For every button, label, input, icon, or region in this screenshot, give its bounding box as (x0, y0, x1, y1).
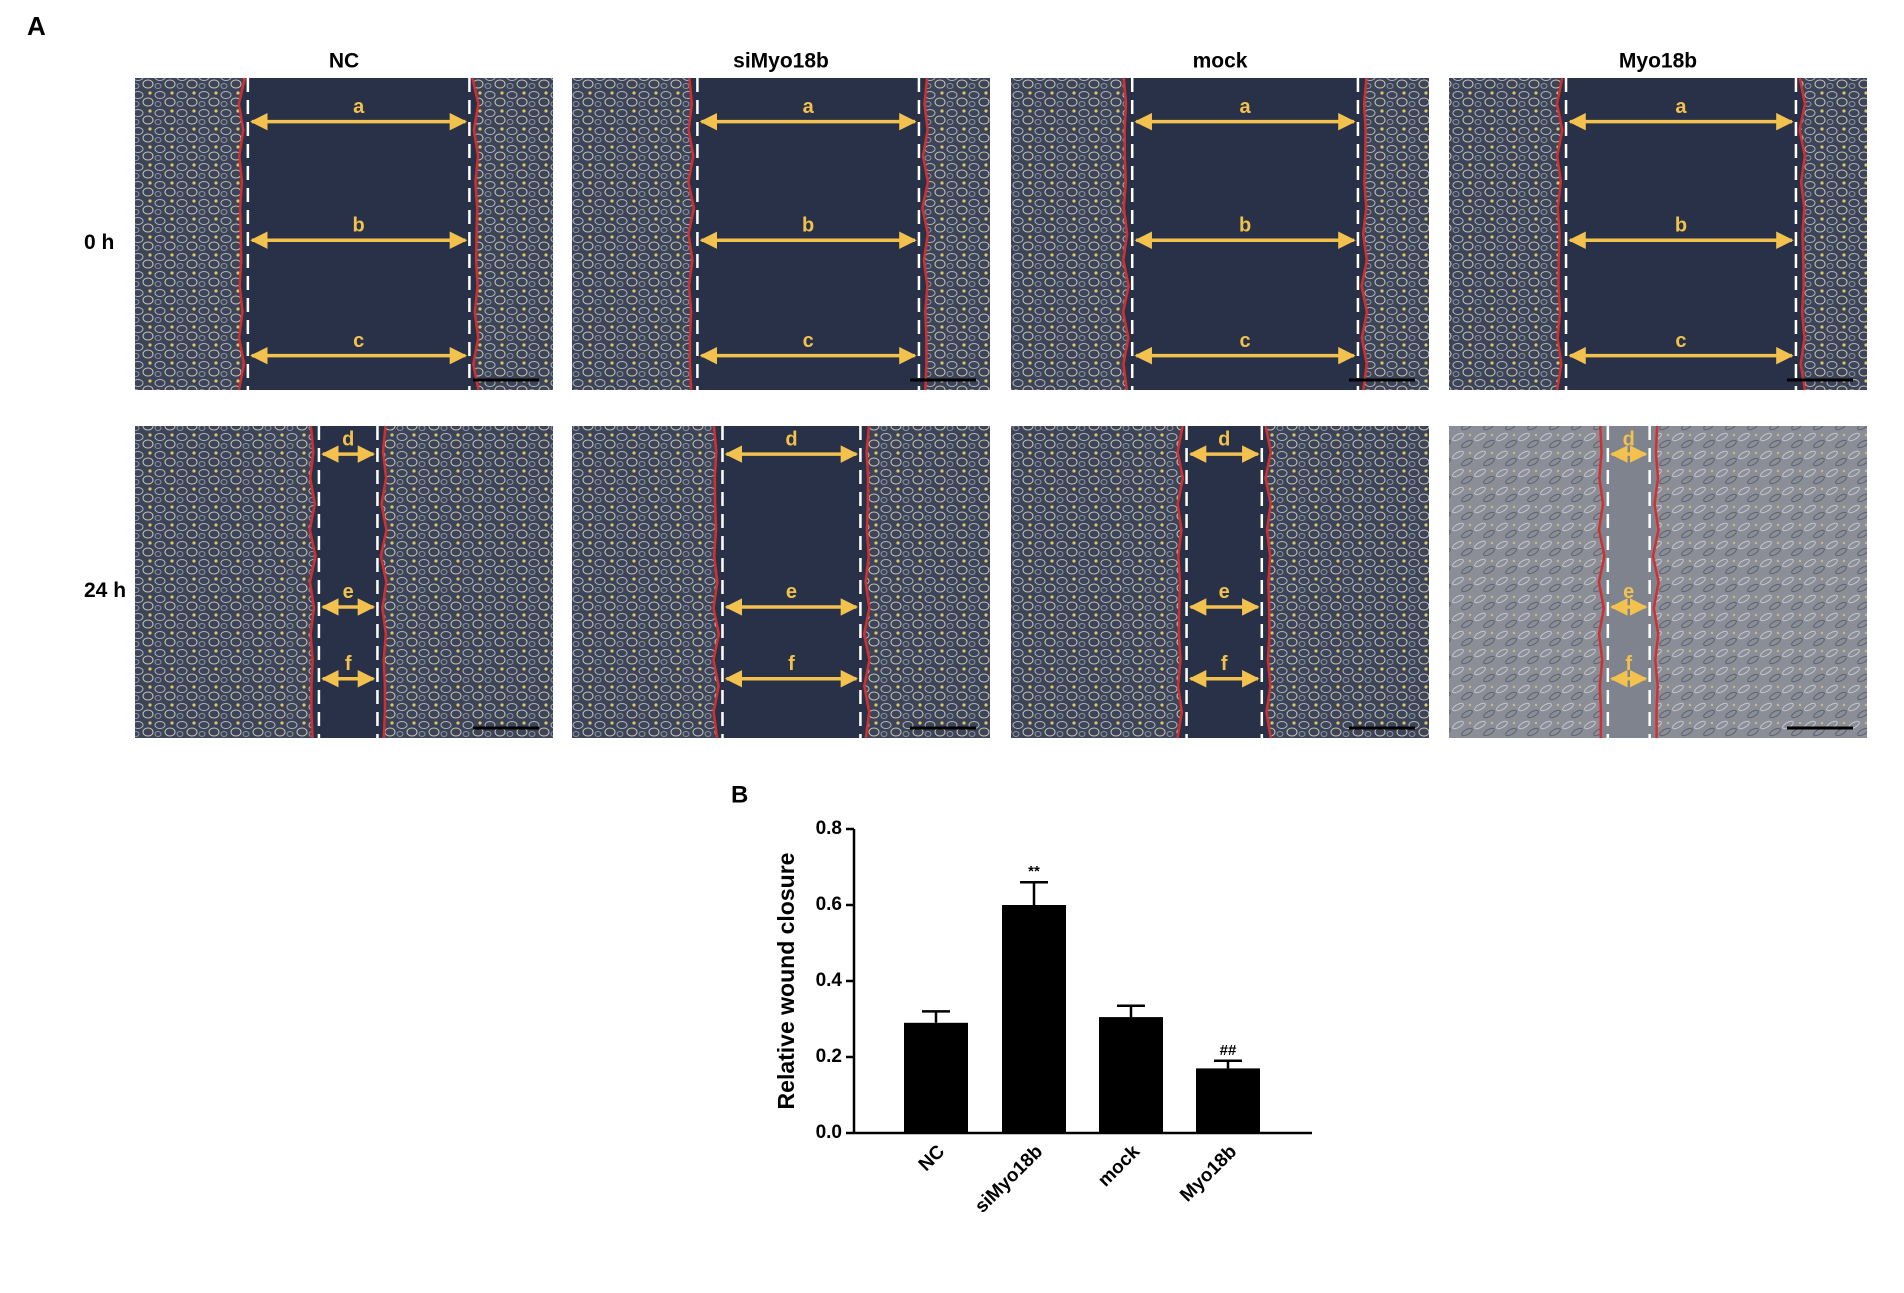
arrow-label: d (1218, 428, 1230, 450)
y-tick-label: 0.6 (816, 894, 842, 915)
arrow-label: a (1240, 96, 1252, 118)
wound-gap (1598, 426, 1659, 738)
arrow-label: b (353, 215, 365, 237)
wound-edge (921, 77, 930, 391)
column-label: mock (1193, 50, 1248, 73)
arrow-label: d (1623, 428, 1635, 450)
micrograph: d e f (135, 425, 553, 739)
arrow-label: f (1625, 653, 1632, 675)
wound-edge (862, 425, 871, 739)
wound-edge (1651, 425, 1660, 739)
x-tick-label: NC (915, 1141, 949, 1175)
arrow-label: a (353, 96, 365, 118)
y-tick-label: 0.0 (816, 1122, 842, 1143)
wound-edge (1176, 425, 1185, 739)
arrow-label: d (785, 428, 797, 450)
row-label: 0 h (84, 231, 114, 254)
y-tick-label: 0.2 (816, 1046, 842, 1067)
micrograph: a b c (1449, 77, 1867, 391)
wound-edge (237, 77, 247, 391)
x-tick-label: Myo18b (1176, 1141, 1241, 1206)
bar (904, 1022, 968, 1133)
significance-label: ** (1028, 863, 1040, 880)
arrow-label: f (1221, 653, 1228, 675)
micrograph: a b c (1011, 77, 1429, 391)
y-axis-label: Relative wound closure (773, 853, 799, 1110)
arrow-label: c (803, 330, 814, 352)
row-label: 24 h (84, 579, 126, 602)
column-label: Myo18b (1619, 50, 1697, 73)
column-label: NC (329, 50, 359, 73)
arrow-label: c (353, 330, 364, 352)
micrograph: a b c (572, 77, 990, 391)
arrow-label: f (345, 653, 352, 675)
arrow-label: f (788, 653, 795, 675)
wound-edge (308, 425, 317, 739)
wound-edge (1555, 77, 1564, 391)
panel-label: B (731, 781, 748, 808)
arrow-label: c (1675, 330, 1686, 352)
bar (1002, 905, 1066, 1133)
wound-edge (1121, 77, 1130, 391)
x-tick-label: mock (1094, 1141, 1144, 1191)
bar (1196, 1068, 1260, 1133)
arrow-label: e (343, 581, 354, 603)
panel-label: A (27, 11, 46, 41)
wound-edge (1798, 77, 1807, 391)
arrow-label: e (1219, 581, 1230, 603)
wound-edge (379, 425, 388, 739)
significance-label: ## (1220, 1042, 1237, 1059)
arrow-label: c (1240, 330, 1251, 352)
micrograph: d e f (1449, 425, 1867, 739)
arrow-label: a (803, 96, 815, 118)
wound-edge (712, 425, 721, 739)
wound-edge (1360, 77, 1369, 391)
arrow-label: d (342, 428, 354, 450)
arrow-label: b (1239, 215, 1251, 237)
wound-edge (471, 77, 480, 391)
wound-gap (1177, 426, 1271, 738)
wound-edge (1264, 425, 1273, 739)
wound-edge (687, 77, 696, 391)
arrow-label: e (786, 581, 797, 603)
wound-gap (309, 426, 387, 738)
arrow-label: b (1675, 215, 1687, 237)
arrow-label: e (1623, 581, 1634, 603)
micrograph: a b c (135, 77, 553, 391)
arrow-label: b (802, 215, 814, 237)
x-tick-label: siMyo18b (971, 1141, 1047, 1217)
arrow-label: a (1675, 96, 1687, 118)
bar (1099, 1017, 1163, 1133)
column-label: siMyo18b (733, 50, 829, 73)
wound-gap (713, 426, 870, 738)
y-tick-label: 0.4 (816, 970, 843, 991)
micrograph: d e f (572, 425, 990, 739)
y-tick-label: 0.8 (816, 818, 842, 839)
micrograph: d e f (1011, 425, 1429, 739)
wound-edge (1597, 425, 1606, 739)
